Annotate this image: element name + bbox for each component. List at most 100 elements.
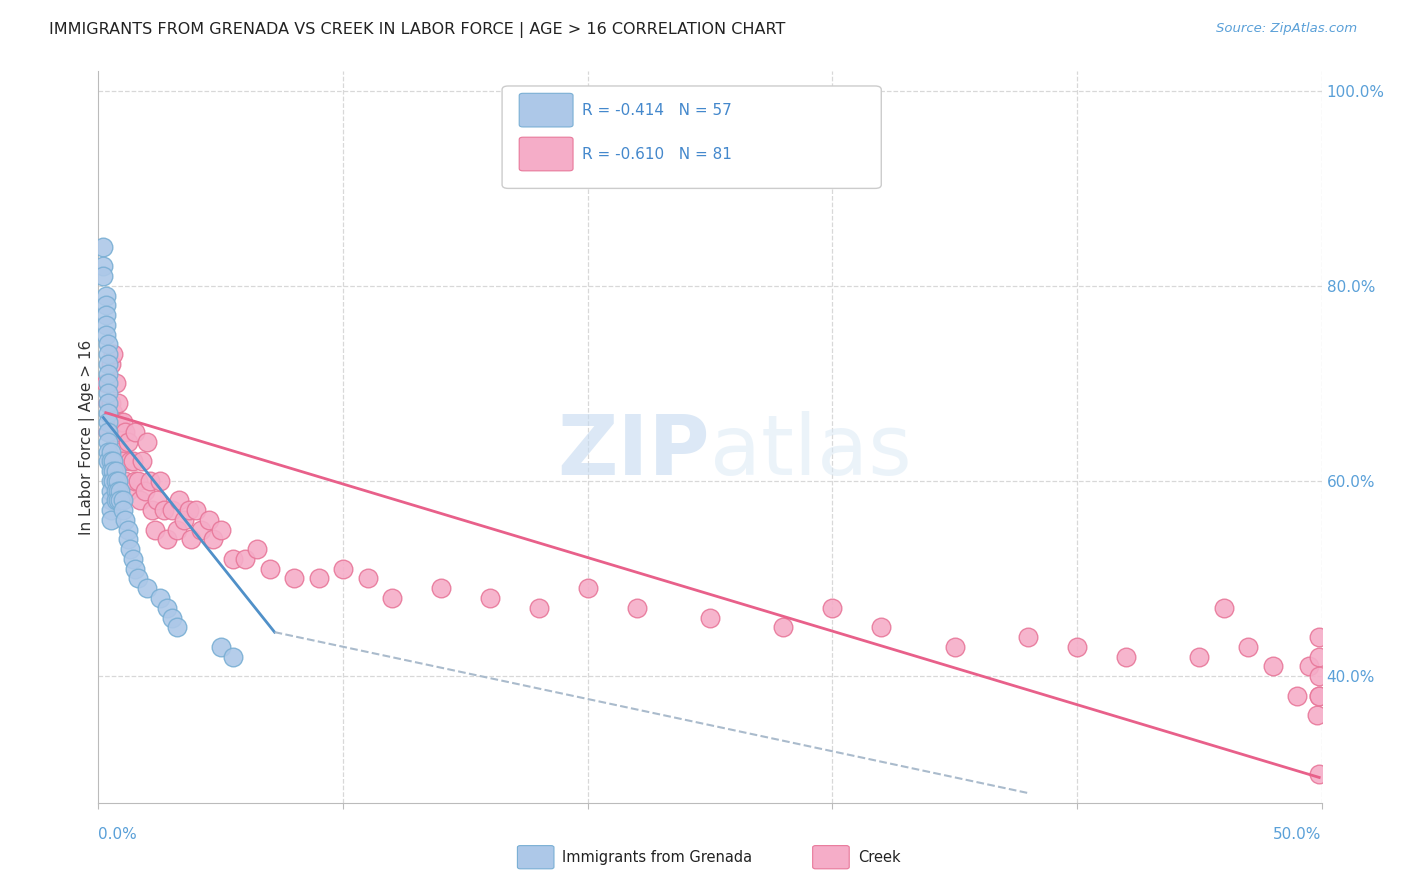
Point [101, 454, 124, 468]
Point [381, 591, 404, 605]
Point [94, 298, 117, 312]
Point [478, 591, 501, 605]
Point [156, 600, 179, 615]
Point [173, 513, 195, 527]
Point [166, 620, 188, 634]
Point [97, 396, 120, 410]
Point [121, 454, 143, 468]
Point [97, 434, 120, 449]
Point [97, 406, 120, 420]
Point [283, 572, 305, 586]
Text: ZIP: ZIP [558, 411, 710, 492]
Text: 50.0%: 50.0% [1274, 827, 1322, 842]
Point [124, 562, 146, 576]
Point [1308, 649, 1330, 664]
Point [166, 523, 188, 537]
Point [111, 503, 134, 517]
Point [190, 523, 212, 537]
Point [124, 425, 146, 440]
Point [104, 376, 127, 391]
Point [149, 474, 172, 488]
Point [111, 416, 134, 430]
Point [110, 483, 132, 498]
Point [233, 552, 256, 566]
Point [127, 474, 149, 488]
Point [101, 347, 124, 361]
Point [101, 406, 124, 420]
Point [180, 533, 202, 547]
Point [332, 562, 354, 576]
Point [91, 269, 114, 284]
Point [114, 425, 136, 440]
Point [209, 523, 232, 537]
Point [111, 493, 134, 508]
Point [100, 396, 122, 410]
Point [160, 503, 183, 517]
Point [117, 533, 139, 547]
Point [104, 425, 127, 440]
Point [100, 357, 122, 371]
Point [222, 552, 245, 566]
Y-axis label: In Labor Force | Age > 16: In Labor Force | Age > 16 [79, 340, 94, 534]
Point [134, 483, 156, 498]
Point [527, 600, 550, 615]
Point [110, 454, 132, 468]
Point [94, 288, 117, 302]
Point [97, 425, 120, 440]
Point [100, 474, 122, 488]
Point [104, 474, 127, 488]
Point [117, 434, 139, 449]
Text: Source: ZipAtlas.com: Source: ZipAtlas.com [1216, 22, 1357, 36]
Point [120, 454, 142, 468]
Point [136, 581, 159, 595]
Point [107, 396, 129, 410]
Point [186, 503, 208, 517]
Point [107, 474, 129, 488]
Point [97, 425, 120, 440]
Point [97, 444, 120, 458]
Point [772, 620, 794, 634]
Point [124, 474, 146, 488]
Text: IMMIGRANTS FROM GRENADA VS CREEK IN LABOR FORCE | AGE > 16 CORRELATION CHART: IMMIGRANTS FROM GRENADA VS CREEK IN LABO… [49, 22, 786, 38]
Point [120, 542, 142, 557]
Point [197, 513, 219, 527]
Point [97, 454, 120, 468]
Point [246, 542, 269, 557]
Point [100, 464, 122, 478]
Point [100, 483, 122, 498]
Point [1308, 630, 1330, 644]
Point [259, 562, 281, 576]
Point [202, 533, 225, 547]
Point [101, 464, 124, 478]
Point [101, 474, 124, 488]
FancyBboxPatch shape [519, 94, 574, 127]
Point [1308, 669, 1330, 683]
Point [167, 493, 190, 508]
Point [107, 483, 129, 498]
Point [626, 600, 648, 615]
Point [97, 386, 120, 401]
Point [94, 308, 117, 322]
Point [131, 454, 153, 468]
Point [153, 503, 176, 517]
Point [870, 620, 893, 634]
Point [149, 591, 172, 605]
Point [91, 260, 114, 274]
Point [100, 503, 122, 517]
Point [1286, 689, 1309, 703]
Point [104, 483, 127, 498]
Point [97, 347, 120, 361]
Point [129, 493, 152, 508]
Point [94, 376, 117, 391]
Text: R = -0.610   N = 81: R = -0.610 N = 81 [582, 146, 731, 161]
Point [97, 376, 120, 391]
Point [97, 416, 120, 430]
Point [110, 416, 132, 430]
Point [97, 396, 120, 410]
Point [117, 483, 139, 498]
Point [160, 610, 183, 624]
Point [111, 454, 134, 468]
Point [97, 367, 120, 381]
Point [141, 503, 163, 517]
Point [94, 327, 117, 342]
